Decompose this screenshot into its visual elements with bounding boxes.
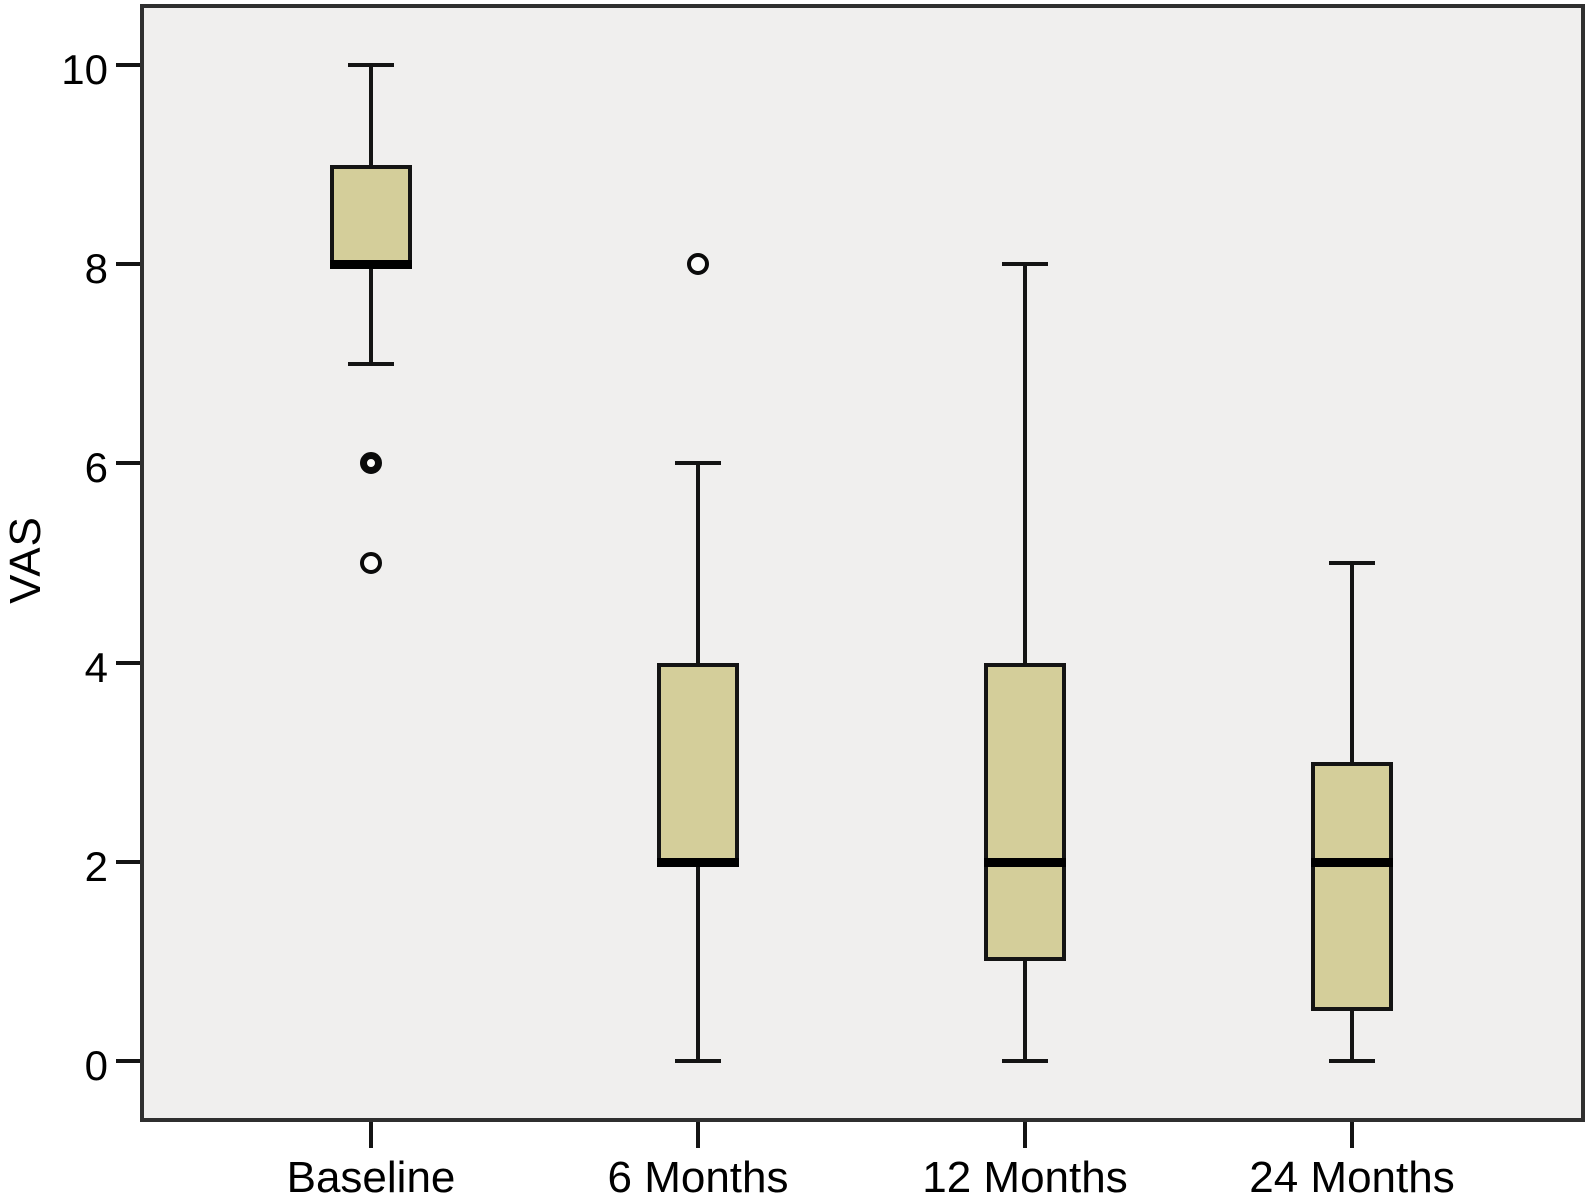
outlier-circle xyxy=(360,452,382,474)
median-line xyxy=(657,858,739,867)
whisker-cap-top xyxy=(348,63,394,67)
whisker-cap-bottom xyxy=(675,1059,721,1063)
y-axis-tick-label: 8 xyxy=(84,245,108,292)
outlier-circle xyxy=(687,253,709,275)
y-axis-title: VAS xyxy=(1,516,50,604)
y-axis-tick-label: 0 xyxy=(84,1042,108,1089)
whisker-cap-bottom xyxy=(348,362,394,366)
box-rect xyxy=(330,165,412,264)
x-axis-tick-label: 12 Months xyxy=(922,1153,1128,1196)
whisker-cap-top xyxy=(1329,561,1375,565)
box-rect xyxy=(657,663,739,862)
whisker-cap-bottom xyxy=(1002,1059,1048,1063)
y-axis-tick xyxy=(116,461,140,465)
x-axis-tick xyxy=(1023,1122,1027,1148)
plot-canvas xyxy=(140,4,1585,1122)
whisker-cap-top xyxy=(675,461,721,465)
x-axis-tick-label: 6 Months xyxy=(607,1153,789,1196)
x-axis-tick-label: Baseline xyxy=(286,1153,456,1196)
y-axis-tick xyxy=(116,63,140,67)
median-line xyxy=(984,858,1066,867)
box-rect xyxy=(984,663,1066,961)
x-axis-tick xyxy=(1350,1122,1354,1148)
whisker-line xyxy=(1023,264,1027,1061)
y-axis-tick xyxy=(116,1059,140,1063)
x-axis-tick-label: 24 Months xyxy=(1249,1153,1455,1196)
y-axis-tick xyxy=(116,262,140,266)
box-rect xyxy=(1311,762,1393,1011)
median-line xyxy=(1311,858,1393,867)
whisker-cap-top xyxy=(1002,262,1048,266)
y-axis-tick xyxy=(116,661,140,665)
outlier-circle xyxy=(360,552,382,574)
median-line xyxy=(330,260,412,269)
y-axis-tick-label: 2 xyxy=(84,843,108,890)
y-axis-tick xyxy=(116,860,140,864)
x-axis-tick xyxy=(696,1122,700,1148)
whisker-cap-bottom xyxy=(1329,1059,1375,1063)
y-axis-tick-label: 6 xyxy=(84,444,108,491)
x-axis-tick xyxy=(369,1122,373,1148)
y-axis-tick-label: 10 xyxy=(61,46,108,93)
y-axis-tick-label: 4 xyxy=(84,644,108,691)
